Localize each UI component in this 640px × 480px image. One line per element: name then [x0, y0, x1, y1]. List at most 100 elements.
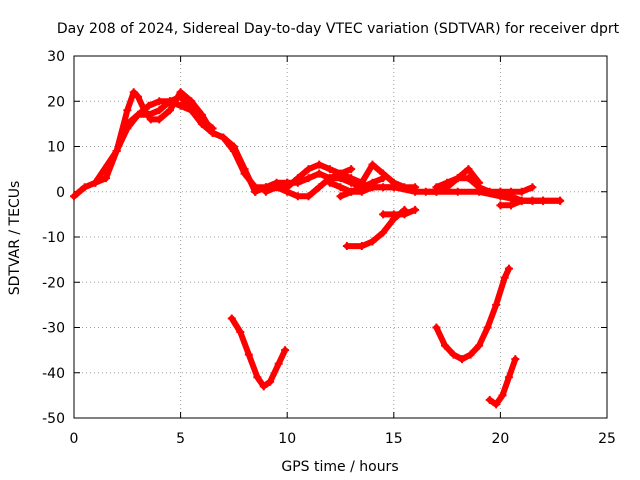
data-point: [528, 196, 537, 205]
data-point: [517, 187, 526, 196]
data-point: [251, 187, 260, 196]
data-point: [123, 106, 132, 115]
y-tick-labels: -50 -40 -30 -20 -10 0 10 20 30: [42, 49, 65, 427]
data-point: [411, 183, 420, 192]
data-point: [293, 174, 302, 183]
x-axis-label: GPS time / hours: [281, 459, 398, 475]
data-point: [187, 97, 196, 106]
data-point: [315, 183, 324, 192]
data-point: [283, 183, 292, 192]
data-point: [389, 178, 398, 187]
data-point: [155, 97, 164, 106]
data-point: [342, 242, 351, 251]
series-arc16: [227, 314, 290, 391]
data-point: [466, 350, 475, 359]
data-point: [379, 210, 388, 219]
y-tick-label: 0: [56, 185, 65, 201]
data-point: [91, 178, 100, 187]
data-point: [336, 192, 345, 201]
data-point: [229, 142, 238, 151]
series-line: [228, 315, 289, 390]
data-point: [475, 341, 484, 350]
data-point: [492, 300, 501, 309]
series-arc3: [123, 97, 217, 133]
series-arc17: [432, 264, 513, 364]
x-tick-labels: 0 5 10 15 20 25: [70, 431, 616, 447]
data-point: [464, 174, 473, 183]
y-tick-label: 10: [47, 140, 65, 156]
series-arc12: [496, 183, 537, 196]
data-point: [227, 314, 236, 323]
data-point: [379, 228, 388, 237]
x-tick-label: 0: [70, 431, 79, 447]
series-arc9: [357, 160, 420, 192]
data-point: [336, 183, 345, 192]
data-point: [453, 187, 462, 196]
y-tick-label: -10: [42, 230, 65, 246]
data-point: [165, 97, 174, 106]
chart-title: Day 208 of 2024, Sidereal Day-to-day VTE…: [57, 21, 620, 37]
data-point: [432, 323, 441, 332]
x-tick-label: 5: [176, 431, 185, 447]
x-tick-label: 15: [385, 431, 403, 447]
data-point: [325, 165, 334, 174]
data-point: [304, 192, 313, 201]
data-point: [240, 165, 249, 174]
data-point: [539, 196, 548, 205]
data-point: [464, 165, 473, 174]
data-point: [496, 201, 505, 210]
data-point: [244, 350, 253, 359]
data-point: [432, 187, 441, 196]
series-arc13: [496, 196, 548, 210]
data-point: [485, 187, 494, 196]
y-tick-label: -20: [42, 275, 65, 291]
data-point: [507, 201, 516, 210]
series-arc18: [485, 355, 520, 409]
data-point: [259, 382, 268, 391]
y-tick-label: -30: [42, 321, 65, 337]
data-point: [70, 192, 78, 201]
data-point: [485, 395, 494, 404]
data-point: [236, 328, 245, 337]
data-point: [274, 359, 283, 368]
data-point: [357, 178, 366, 187]
data-point: [475, 178, 484, 187]
series-line: [92, 89, 259, 195]
data-point: [208, 124, 217, 133]
data-point: [325, 178, 334, 187]
x-tick-label: 25: [598, 431, 616, 447]
data-point: [449, 350, 458, 359]
data-point: [528, 183, 537, 192]
y-axis-label: SDTVAR / TECUs: [7, 181, 23, 296]
data-point: [556, 196, 565, 205]
data-point: [304, 174, 313, 183]
data-point: [500, 273, 509, 282]
data-point: [511, 355, 520, 364]
data-point: [368, 237, 377, 246]
data-point: [266, 377, 275, 386]
data-point: [176, 88, 185, 97]
x-tick-label: 20: [491, 431, 509, 447]
data-point: [123, 119, 132, 128]
y-tick-label: -50: [42, 411, 65, 427]
data-point: [133, 92, 142, 101]
data-point: [165, 106, 174, 115]
data-point: [347, 165, 356, 174]
data-point: [443, 183, 452, 192]
data-point: [261, 187, 270, 196]
x-tick-label: 10: [278, 431, 296, 447]
data-point: [219, 133, 228, 142]
data-point: [304, 165, 313, 174]
data-point: [421, 187, 430, 196]
data-point: [400, 205, 409, 214]
y-tick-label: -40: [42, 366, 65, 382]
data-point: [293, 192, 302, 201]
data-point: [112, 147, 121, 156]
data-point: [492, 400, 501, 409]
data-point: [453, 174, 462, 183]
data-point: [357, 242, 366, 251]
data-point: [253, 373, 262, 382]
data-point: [315, 160, 324, 169]
series-line: [433, 265, 512, 363]
